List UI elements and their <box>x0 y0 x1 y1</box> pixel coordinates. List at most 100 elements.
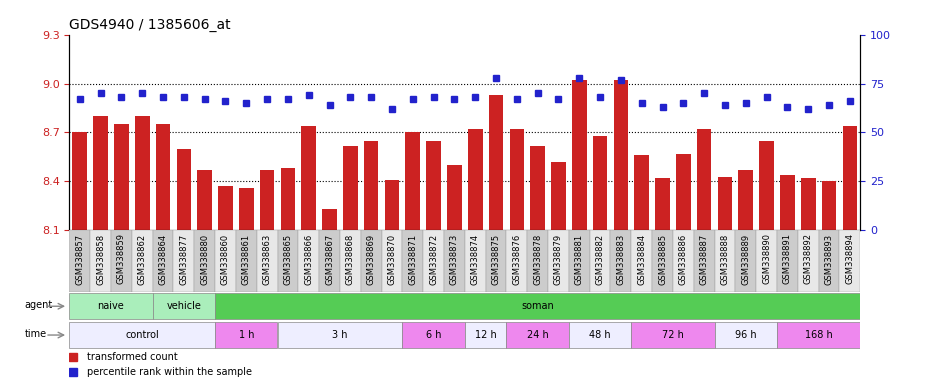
Bar <box>697 129 711 230</box>
Bar <box>569 322 631 348</box>
Bar <box>257 230 278 292</box>
Text: GSM338871: GSM338871 <box>408 233 417 285</box>
Bar <box>759 141 774 230</box>
Bar <box>780 175 795 230</box>
Bar <box>655 178 670 230</box>
Bar <box>405 132 420 230</box>
Bar <box>672 230 694 292</box>
Text: transformed count: transformed count <box>87 352 178 362</box>
Text: GSM338867: GSM338867 <box>325 233 334 285</box>
Bar <box>464 230 486 292</box>
Bar <box>569 230 590 292</box>
Text: GSM338868: GSM338868 <box>346 233 355 285</box>
Bar <box>486 230 507 292</box>
Bar <box>322 209 337 230</box>
Bar <box>239 188 253 230</box>
Text: GSM338883: GSM338883 <box>616 233 625 285</box>
Text: naive: naive <box>98 301 124 311</box>
Text: GSM338884: GSM338884 <box>637 233 647 285</box>
Text: GSM338866: GSM338866 <box>304 233 314 285</box>
Bar <box>777 230 797 292</box>
Text: GSM338893: GSM338893 <box>824 233 833 285</box>
Bar <box>111 230 132 292</box>
Bar <box>319 230 340 292</box>
Text: GSM338885: GSM338885 <box>658 233 667 285</box>
Bar <box>278 230 298 292</box>
Bar <box>488 95 503 230</box>
Bar <box>447 165 462 230</box>
Bar <box>572 80 586 230</box>
Bar <box>652 230 672 292</box>
Bar <box>756 230 777 292</box>
Text: GSM338863: GSM338863 <box>263 233 272 285</box>
Bar <box>69 322 215 348</box>
Text: GSM338886: GSM338886 <box>679 233 688 285</box>
Text: control: control <box>126 330 159 340</box>
Bar <box>72 132 87 230</box>
Bar <box>676 154 691 230</box>
Bar <box>821 182 836 230</box>
Bar <box>738 170 753 230</box>
Bar <box>298 230 319 292</box>
Bar <box>91 230 111 292</box>
Bar <box>215 230 236 292</box>
Text: 24 h: 24 h <box>526 330 549 340</box>
Bar <box>551 162 566 230</box>
Text: 72 h: 72 h <box>662 330 684 340</box>
Text: GSM338872: GSM338872 <box>429 233 438 285</box>
Text: GSM338865: GSM338865 <box>283 233 292 285</box>
Bar <box>714 230 735 292</box>
Bar <box>402 230 423 292</box>
Bar <box>635 156 649 230</box>
Text: GSM338869: GSM338869 <box>366 233 376 285</box>
Text: soman: soman <box>522 301 554 311</box>
Text: 96 h: 96 h <box>735 330 757 340</box>
Bar <box>236 230 256 292</box>
Bar <box>218 186 233 230</box>
Text: agent: agent <box>24 300 53 310</box>
Bar <box>843 126 857 230</box>
Bar <box>426 141 441 230</box>
Bar <box>694 230 714 292</box>
Text: GSM338880: GSM338880 <box>200 233 209 285</box>
Bar <box>215 293 860 319</box>
Bar <box>735 230 756 292</box>
Bar <box>468 129 483 230</box>
Text: GSM338861: GSM338861 <box>241 233 251 285</box>
Text: GSM338888: GSM338888 <box>721 233 730 285</box>
Text: GSM338881: GSM338881 <box>574 233 584 285</box>
Bar <box>194 230 215 292</box>
Bar <box>631 230 652 292</box>
Text: time: time <box>24 329 46 339</box>
Bar <box>93 116 108 230</box>
Bar <box>507 230 527 292</box>
Bar <box>339 230 361 292</box>
Text: GDS4940 / 1385606_at: GDS4940 / 1385606_at <box>69 18 231 32</box>
Text: GSM338870: GSM338870 <box>388 233 397 285</box>
Bar <box>69 293 153 319</box>
Bar <box>527 230 548 292</box>
Bar <box>801 178 816 230</box>
Bar <box>343 146 358 230</box>
Bar <box>174 230 194 292</box>
Bar <box>402 322 464 348</box>
Text: 1 h: 1 h <box>239 330 254 340</box>
Text: GSM338892: GSM338892 <box>804 233 813 285</box>
Bar <box>153 230 174 292</box>
Bar <box>777 322 860 348</box>
Bar <box>507 322 569 348</box>
Bar <box>153 293 215 319</box>
Bar <box>197 170 212 230</box>
Bar <box>819 230 839 292</box>
Bar <box>260 170 275 230</box>
Text: GSM338864: GSM338864 <box>158 233 167 285</box>
Bar <box>69 230 91 292</box>
Text: GSM338894: GSM338894 <box>845 233 855 285</box>
Text: GSM338858: GSM338858 <box>96 233 105 285</box>
Bar <box>381 230 402 292</box>
Text: GSM338874: GSM338874 <box>471 233 480 285</box>
Text: 3 h: 3 h <box>332 330 348 340</box>
Bar <box>797 230 819 292</box>
Text: GSM338891: GSM338891 <box>783 233 792 285</box>
Text: GSM338876: GSM338876 <box>512 233 522 285</box>
